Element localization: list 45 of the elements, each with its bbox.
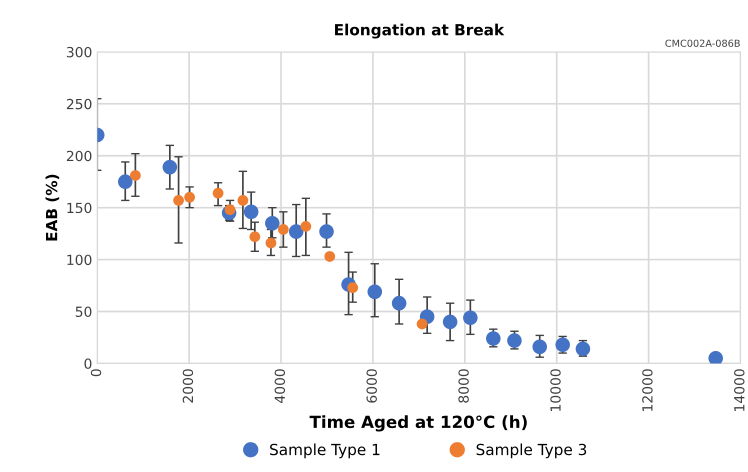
point	[238, 195, 248, 206]
legend-label: Sample Type 1	[270, 443, 380, 458]
point	[244, 204, 258, 220]
x-tick-label: 8000	[458, 369, 469, 403]
point	[486, 331, 501, 346]
point	[212, 188, 224, 199]
point	[118, 174, 133, 190]
y-tick-label: 50	[76, 306, 92, 317]
point	[507, 333, 522, 348]
point	[249, 231, 260, 242]
x-tick-label: 2000	[182, 369, 194, 403]
point	[319, 224, 334, 239]
point	[288, 224, 304, 239]
point	[324, 251, 336, 262]
point	[265, 216, 280, 231]
point	[442, 314, 458, 330]
y-tick-label: 100	[67, 254, 92, 266]
point	[184, 192, 195, 203]
y-axis-title: EAB (%)	[46, 174, 60, 241]
y-tick-label: 300	[66, 46, 92, 58]
point	[173, 195, 184, 206]
point	[162, 160, 178, 174]
text: CMC002A-086B	[665, 40, 740, 47]
point	[463, 310, 478, 326]
point	[300, 220, 312, 232]
x-tick-label: 12000	[642, 369, 653, 411]
y-tick-label: 200	[66, 150, 92, 162]
point	[416, 318, 428, 330]
point	[278, 224, 289, 235]
x-tick-label: 6000	[366, 369, 377, 403]
x-tick-label: 0	[90, 369, 102, 376]
point	[266, 238, 276, 248]
x-tick-label: 14000	[734, 369, 745, 411]
x-tick-label: 4000	[274, 369, 286, 403]
x-tick-label: 10000	[550, 369, 561, 411]
x-axis-title: Time Aged at 120°C (h)	[310, 415, 527, 432]
point	[367, 284, 382, 300]
y-tick-label: 150	[67, 202, 92, 214]
y-tick-label: 0	[84, 358, 92, 369]
chart-title: Elongation at Break	[335, 24, 504, 39]
point	[532, 340, 548, 354]
point	[130, 170, 141, 181]
point	[392, 296, 406, 310]
y-tick-label: 250	[66, 98, 92, 110]
legend-label: Sample Type 3	[476, 443, 586, 458]
